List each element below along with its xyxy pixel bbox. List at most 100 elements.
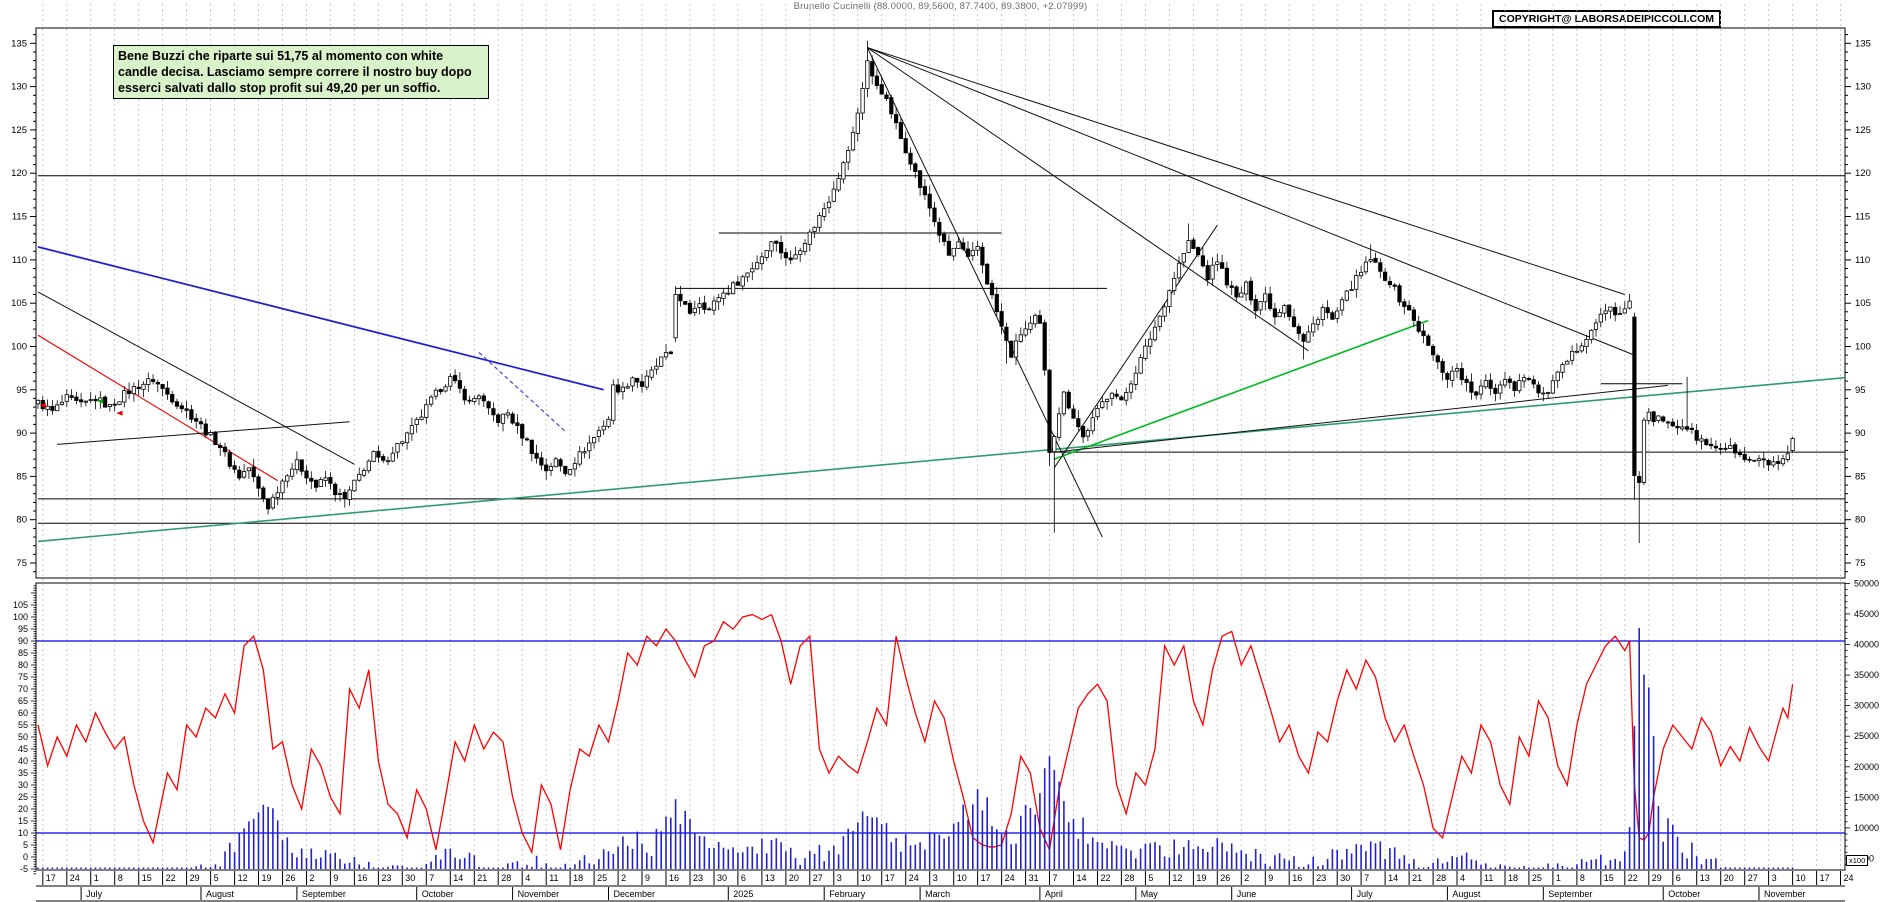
volume-bar [1571,867,1573,869]
candle-down [496,414,501,423]
volume-bar [775,838,778,869]
volume-bar [1758,867,1760,869]
volume-bar [161,867,164,869]
volume-bar [967,819,969,869]
candle-up [1680,426,1685,430]
volume-bar [56,867,58,869]
volume-bar [1307,864,1310,869]
volume-bar [1686,858,1688,869]
price-axis-label-right: 85 [1855,471,1866,482]
volume-bar [70,867,73,869]
candle-down [486,401,491,409]
osc-axis-label: 10 [18,828,28,838]
volume-axis-label: 25000 [1854,731,1879,741]
candle-down [194,418,199,422]
candle-up [1483,380,1488,388]
volume-bar [439,859,442,869]
volume-bar [502,867,504,869]
candle-down [1718,447,1723,450]
candle-down [1416,321,1421,332]
volume-bar [650,856,653,869]
candle-down [1613,306,1618,316]
volume-bar [1302,866,1305,869]
candle-down [884,94,889,100]
volume-bar [209,866,212,869]
week-label: 24 [1005,873,1015,883]
candle-up [572,463,578,470]
candle-up [970,249,975,257]
volume-bar [617,846,619,869]
candle-up [644,375,649,388]
candle-down [879,84,884,95]
volume-bar [1278,853,1281,869]
horizontal-levels [38,175,1845,524]
candle-down [467,399,472,402]
candle-down [213,431,218,446]
candle-up [630,377,635,387]
volume-bar [1556,863,1559,869]
volume-bar [1417,867,1420,869]
volume-bar [382,867,384,869]
osc-axis-label: 25 [18,792,28,802]
candle-down [237,469,242,479]
candle-up [1785,453,1790,460]
candle-down [1301,333,1306,342]
volume-bar [1461,855,1463,869]
candle-down [1435,355,1440,363]
descending-red [37,334,279,482]
volume-axis-label: 20000 [1854,762,1879,772]
candle-up [1138,357,1143,374]
volume-bar [152,867,154,869]
trade-marker-arrow [97,398,104,404]
volume-bar [555,867,557,869]
candle-down [994,294,999,313]
candle-up [951,247,956,257]
volume-bar [1648,687,1650,869]
candle-up [769,241,774,252]
candle-down [999,311,1004,327]
volume-bar [574,864,576,869]
candle-down [232,465,237,470]
trade-markers [39,398,123,416]
week-label: 3 [1772,873,1777,883]
candle-up [1277,311,1282,318]
candle-up [1306,331,1311,343]
osc-axis-label: 100 [13,612,28,622]
candle-up [606,418,611,427]
candle-down [563,465,568,475]
candle-down [1488,379,1493,389]
volume-bar [262,804,265,869]
candle-up [448,376,453,387]
candle-down [328,476,333,484]
week-label: 28 [1436,873,1446,883]
candle-down [127,390,132,394]
oscillator [36,613,1845,855]
volume-bar [425,863,428,869]
volume-bar [61,867,63,869]
candle-up [731,282,736,295]
week-label: 8 [1580,873,1585,883]
volume-bar [1652,736,1655,869]
volume-bar [310,848,313,869]
volume-bar [190,867,193,869]
volume-bar [1662,841,1664,869]
week-label: 16 [1292,873,1302,883]
candle-up [1167,290,1172,308]
candle-up [1162,306,1167,317]
candle-down [93,398,98,402]
volume-bar [698,835,701,869]
candle-up [846,149,851,163]
candle-down [491,408,496,416]
volume-bar [1580,859,1583,869]
candle-up [1239,292,1244,298]
volume-bar [1024,805,1027,869]
price-axis-label-right: 110 [1855,255,1870,266]
candle-down [1037,315,1042,324]
volume-bar [396,865,399,869]
volume-bar [1187,840,1190,869]
osc-axis-label: 70 [18,684,28,694]
volume-bar [880,824,883,869]
volume-bar [1485,863,1487,869]
week-label: 2 [1244,873,1249,883]
volume-bar [1139,848,1142,869]
